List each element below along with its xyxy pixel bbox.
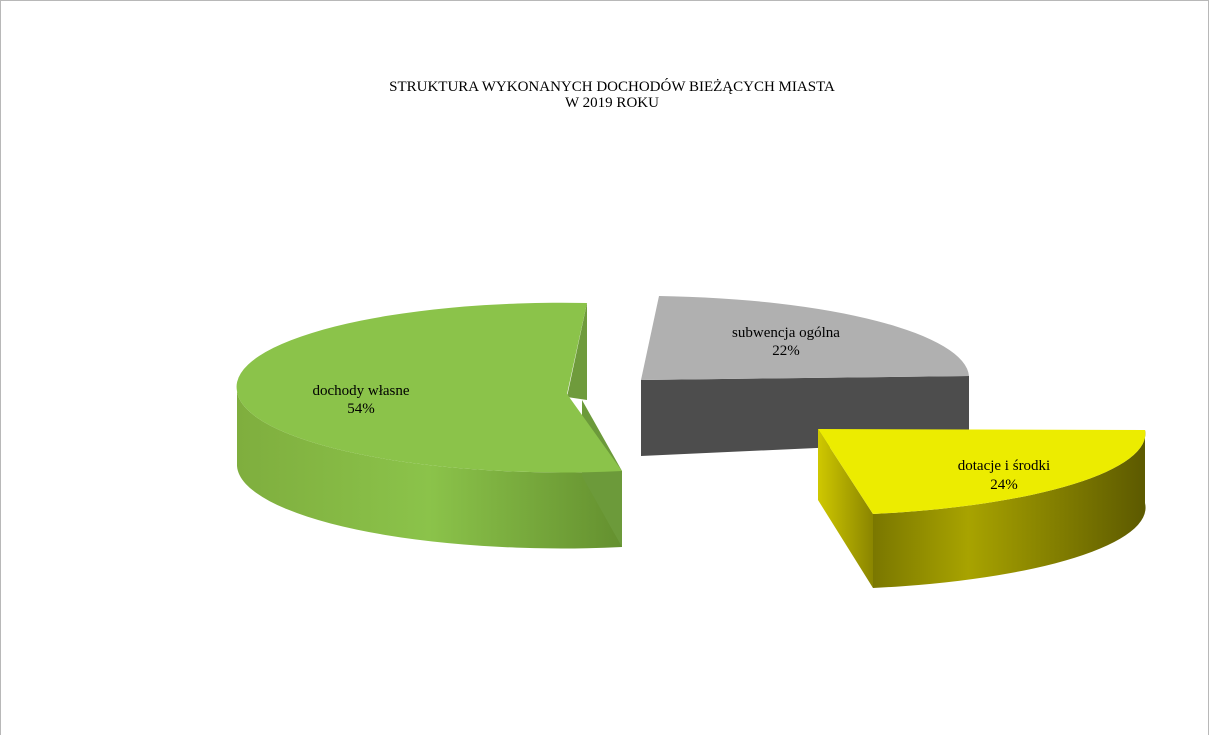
chart-title-line2: W 2019 ROKU (565, 95, 659, 111)
label-dotacje-i-srodki-name: dotacje i środki (958, 458, 1050, 474)
label-dochody-wlasne-name: dochody własne (312, 383, 409, 399)
chart-title: STRUKTURA WYKONANYCH DOCHODÓW BIEŻĄCYCH … (0, 79, 1209, 111)
slice-dotacje-i-srodki-cut (818, 429, 873, 588)
label-dotacje-i-srodki-value: 24% (990, 477, 1018, 493)
label-dochody-wlasne-value: 54% (347, 401, 375, 417)
slice-dochody-wlasne-inner (567, 303, 587, 400)
slice-dotacje-i-srodki-top (818, 429, 1146, 514)
label-subwencja-ogolna-name: subwencja ogólna (732, 325, 840, 341)
slice-dochody-wlasne-side (237, 391, 622, 549)
slice-dochody-wlasne-top (236, 302, 622, 473)
label-subwencja-ogolna-value: 22% (772, 343, 800, 359)
slice-dotacje-i-srodki (818, 429, 1146, 588)
chart-title-line1: STRUKTURA WYKONANYCH DOCHODÓW BIEŻĄCYCH … (389, 79, 835, 95)
slice-subwencja-ogolna-top (641, 296, 969, 380)
slice-dotacje-i-srodki-side (873, 430, 1146, 588)
slice-dochody-wlasne (236, 302, 622, 549)
